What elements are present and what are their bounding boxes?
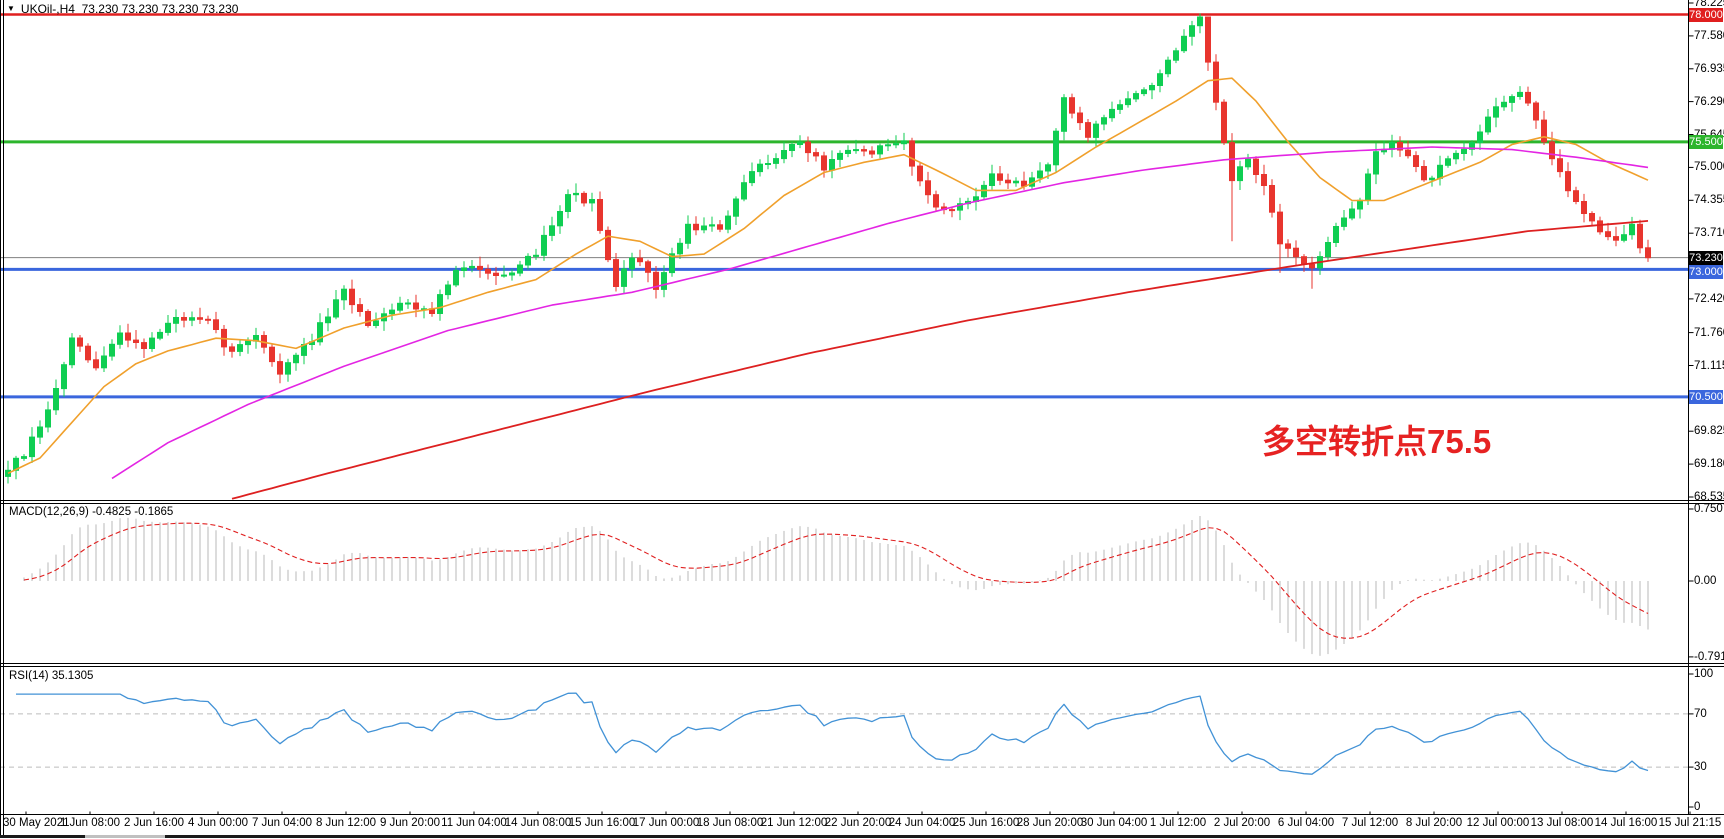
price-tick-label: 76.290 (1694, 95, 1724, 108)
time-axis-label: 6 Jul 04:00 (1277, 817, 1335, 829)
price-flag-label: 70.500 (1689, 389, 1723, 404)
time-axis-label: 4 Jun 00:00 (187, 817, 249, 829)
rsi-tick-label: 30 (1694, 761, 1707, 774)
time-axis-label: 11 Jun 04:00 (441, 817, 507, 829)
time-axis-label: 15 Jun 16:00 (568, 817, 636, 829)
price-tick-label: 75.000 (1694, 161, 1724, 174)
h-scrollbar-thumb (85, 835, 165, 838)
price-flag-label: 75.500 (1689, 134, 1723, 149)
time-axis-label: 18 Jun 08:00 (696, 817, 764, 829)
time-axis-label: 14 Jul 16:00 (1594, 817, 1658, 829)
macd-tick-label: 0.00 (1694, 575, 1717, 587)
symbol-header: ▼ UKOil-,H4 73.230 73.230 73.230 73.230 (7, 2, 238, 16)
price-tick-label: 69.180 (1694, 458, 1724, 471)
time-axis-label: 28 Jun 20:00 (1016, 817, 1084, 829)
time-axis-label: 12 Jul 00:00 (1466, 817, 1530, 829)
time-axis-label: 30 May 2021 (3, 817, 70, 829)
time-axis-label: 22 Jun 20:00 (824, 817, 892, 829)
price-flag-label: 73.000 (1689, 264, 1723, 279)
price-tick-label: 77.580 (1694, 29, 1724, 42)
time-axis-label: 14 Jun 08:00 (504, 817, 572, 829)
price-tick-label: 69.825 (1694, 425, 1724, 438)
collapse-icon[interactable]: ▼ (7, 4, 15, 13)
time-axis-label: 25 Jun 16:00 (952, 817, 1020, 829)
symbol-period-label: UKOil-,H4 (20, 2, 75, 16)
time-axis-label: 7 Jul 12:00 (1341, 817, 1399, 829)
time-axis-label: 8 Jul 20:00 (1405, 817, 1463, 829)
price-tick-label: 72.420 (1694, 292, 1724, 305)
time-axis-label: 8 Jun 12:00 (315, 817, 377, 829)
price-tick-label: 76.935 (1694, 62, 1724, 75)
macd-tick-label: -0.7918 (1694, 650, 1724, 663)
time-axis-label: 1 Jul 12:00 (1149, 817, 1207, 829)
rsi-tick-label: 100 (1694, 668, 1714, 680)
price-tick-label: 74.355 (1694, 194, 1724, 207)
time-axis-label: 9 Jun 20:00 (379, 817, 441, 829)
price-tick-label: 68.535 (1694, 491, 1724, 503)
time-axis-label: 2 Jul 20:00 (1213, 817, 1271, 829)
time-axis-label: 30 Jun 04:00 (1080, 817, 1148, 829)
rsi-tick-label: 70 (1694, 707, 1707, 720)
time-axis-label: 1 Jun 08:00 (59, 817, 121, 829)
macd-tick-label: 0.7507 (1694, 503, 1724, 515)
time-axis-label: 21 Jun 12:00 (760, 817, 828, 829)
rsi-indicator-label: RSI(14) 35.1305 (9, 670, 94, 682)
time-axis-label: 15 Jul 21:15 (1658, 817, 1722, 829)
rsi-tick-label: 0 (1694, 801, 1701, 813)
price-tick-label: 71.115 (1694, 359, 1724, 372)
time-axis-label: 24 Jun 04:00 (888, 817, 956, 829)
price-tick-label: 78.225 (1694, 0, 1724, 9)
macd-indicator-label: MACD(12,26,9) -0.4825 -0.1865 (9, 506, 174, 518)
time-axis-label: 7 Jun 04:00 (251, 817, 313, 829)
price-flag-label: 78.000 (1689, 7, 1723, 22)
price-tick-label: 73.710 (1694, 227, 1724, 240)
time-axis-label: 17 Jun 00:00 (632, 817, 700, 829)
annotation-text: 多空转折点75.5 (1262, 423, 1492, 460)
time-axis-label: 2 Jun 16:00 (123, 817, 185, 829)
price-flag-label: 73.230 (1689, 250, 1723, 265)
time-axis-label: 13 Jul 08:00 (1530, 817, 1594, 829)
price-tick-label: 71.760 (1694, 326, 1724, 339)
ohlc-values: 73.230 73.230 73.230 73.230 (81, 2, 239, 16)
